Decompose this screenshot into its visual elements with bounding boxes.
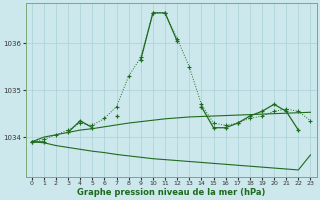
X-axis label: Graphe pression niveau de la mer (hPa): Graphe pression niveau de la mer (hPa) <box>77 188 265 197</box>
